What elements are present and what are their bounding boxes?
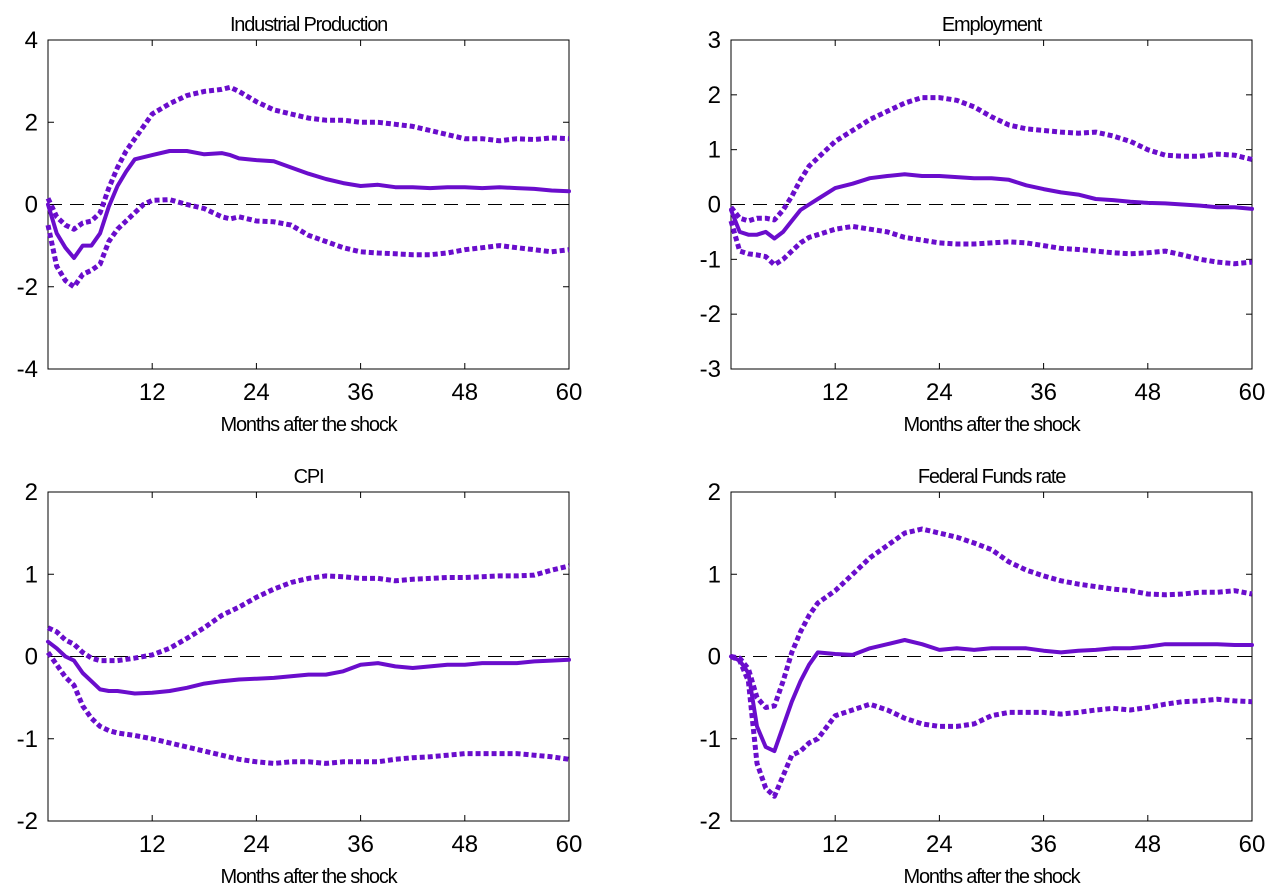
y-tick-label: 2 [25,109,38,136]
y-tick-label: 2 [708,82,721,109]
x-tick-label: 60 [1239,831,1266,858]
y-tick-label: -2 [17,274,38,301]
y-tick-label: 2 [25,479,38,506]
x-tick-label: 48 [451,831,478,858]
x-tick-label: 24 [926,831,953,858]
x-tick-label: 24 [926,379,953,406]
x-tick-label: 12 [139,831,166,858]
y-tick-label: 0 [708,192,721,219]
chart-title: Industrial Production [230,14,387,36]
chart-title: Employment [942,14,1043,36]
x-tick-label: 12 [822,379,849,406]
x-tick-label: 36 [1030,379,1057,406]
series-line-band-2 [45,650,570,766]
y-tick-label: -3 [700,356,721,383]
x-tick-label: 24 [243,379,270,406]
x-tick-label: 12 [139,379,166,406]
y-tick-label: -1 [700,726,721,753]
chart-title: CPI [294,466,324,488]
y-tick-label: 0 [25,644,38,671]
y-tick-label: 3 [708,27,721,54]
series-line-band-1 [729,95,1253,224]
x-tick-label: 12 [822,831,849,858]
x-axis-label: Months after the shock [904,866,1082,887]
x-tick-label: 60 [556,379,583,406]
y-tick-label: 0 [708,644,721,671]
series-line-band-2 [728,220,1253,268]
x-tick-label: 48 [1134,831,1161,858]
x-tick-label: 60 [556,831,583,858]
y-tick-label: -2 [17,808,38,835]
series-line-band-2 [45,197,570,290]
chart-title: Federal Funds rate [918,466,1066,488]
y-tick-label: -2 [700,301,721,328]
series-line-band-1 [46,563,570,664]
y-tick-label: -4 [17,356,38,383]
x-tick-label: 36 [347,831,374,858]
y-tick-label: 0 [25,192,38,219]
x-axis-label: Months after the shock [904,414,1082,436]
series-line-median [729,172,1254,241]
y-tick-label: 2 [708,479,721,506]
series-line-band-2 [729,654,1253,799]
y-tick-label: 4 [25,27,38,54]
y-tick-label: 1 [708,561,721,588]
series-line-band-1 [45,84,570,232]
y-tick-label: 1 [708,137,721,164]
x-tick-label: 24 [243,831,270,858]
x-tick-label: 60 [1239,379,1266,406]
series-line-median [46,149,571,260]
series-line-median [46,639,571,696]
series-line-band-1 [730,526,1253,710]
x-tick-label: 48 [451,379,478,406]
x-axis-label: Months after the shock [221,866,399,887]
y-tick-label: -1 [17,726,38,753]
x-tick-label: 36 [1030,831,1057,858]
y-tick-label: 1 [25,561,38,588]
x-tick-label: 48 [1134,379,1161,406]
y-tick-label: -1 [700,246,721,273]
series-line-median [729,638,1254,754]
y-tick-label: -2 [700,808,721,835]
x-tick-label: 36 [347,379,374,406]
x-axis-label: Months after the shock [221,414,399,436]
